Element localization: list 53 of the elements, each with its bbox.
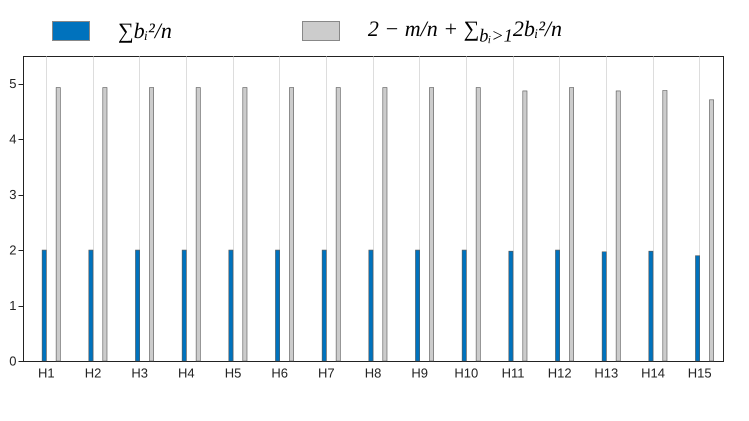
- x-tick-label: H13: [594, 366, 618, 380]
- bar: [228, 250, 234, 362]
- bar: [382, 87, 388, 362]
- bar: [322, 250, 327, 362]
- x-tick-label: H6: [271, 366, 288, 380]
- x-tick-label: H9: [411, 366, 428, 380]
- bar: [135, 250, 140, 362]
- bar: [182, 250, 187, 362]
- x-tick-label: H1: [38, 366, 55, 380]
- bar: [149, 87, 154, 362]
- y-tick-label: 0: [9, 354, 16, 368]
- bar: [242, 87, 248, 362]
- bar: [429, 87, 434, 362]
- bar: [555, 250, 560, 362]
- bar: [336, 87, 341, 362]
- x-tick-label: H7: [318, 366, 335, 380]
- bar: [709, 100, 714, 362]
- y-tick-label: 1: [9, 298, 16, 314]
- bar: [275, 250, 280, 362]
- bar: [616, 90, 621, 362]
- x-tick-label: H12: [548, 366, 572, 380]
- y-tick-label: 3: [9, 187, 16, 202]
- bar: [415, 250, 420, 362]
- legend-label: ∑bᵢ²/n: [118, 18, 172, 44]
- x-tick-label: H10: [454, 366, 478, 380]
- bar: [569, 87, 574, 362]
- bar: [648, 250, 654, 362]
- x-tick-label: H8: [364, 366, 382, 380]
- x-tick-label: H5: [224, 366, 242, 380]
- bar: [522, 90, 528, 362]
- bar: [662, 90, 668, 362]
- x-tick-label: H2: [84, 366, 102, 380]
- x-tick-label: H3: [131, 366, 148, 380]
- bar: [196, 87, 201, 362]
- y-tick-label: 5: [9, 76, 16, 92]
- x-tick-label: H14: [641, 366, 665, 380]
- bar: [695, 255, 700, 362]
- x-tick-label: H15: [688, 366, 712, 380]
- bar: [602, 251, 607, 362]
- x-tick-label: H11: [502, 366, 524, 380]
- bar: [476, 87, 481, 362]
- bar: [42, 250, 47, 362]
- x-tick-label: H4: [178, 366, 195, 380]
- bar: [368, 250, 374, 362]
- legend-label: 2 − m/n + ∑$_{bᵢ>1}$2bᵢ²/n: [368, 16, 562, 46]
- bar: [102, 87, 108, 362]
- bar: [56, 87, 61, 362]
- bar: [462, 250, 467, 362]
- bar: [508, 250, 514, 362]
- bar: [88, 250, 94, 362]
- y-tick-label: 2: [9, 242, 16, 258]
- y-tick-label: 4: [9, 132, 16, 147]
- bar: [289, 87, 294, 362]
